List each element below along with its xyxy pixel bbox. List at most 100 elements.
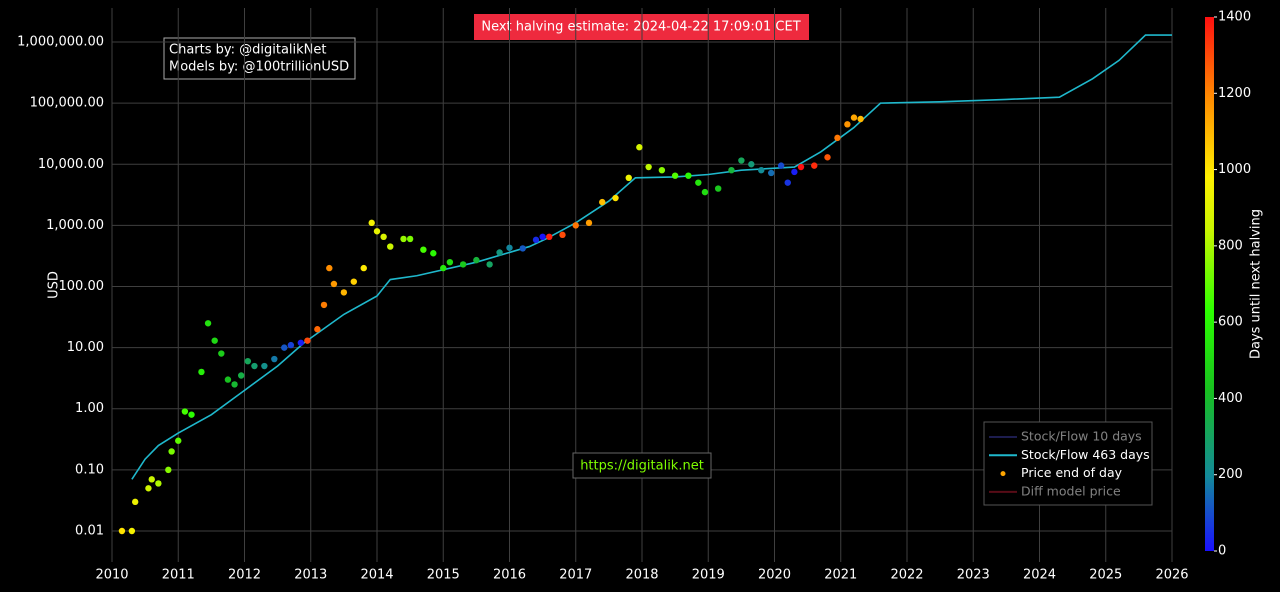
price-point [658,166,666,174]
price-point [350,278,358,285]
price-point [261,362,268,370]
price-point [572,222,579,229]
y-tick-label: 10.00 [67,340,104,355]
price-point [155,480,162,487]
price-point [224,376,232,383]
price-point [148,476,155,483]
price-point [850,114,858,121]
price-point [400,235,407,243]
price-point [824,154,831,161]
x-tick-label: 2010 [95,568,128,583]
x-tick-label: 2019 [692,568,725,583]
price-point [237,372,245,379]
price-point [175,437,182,444]
price-point [387,243,394,250]
price-point [585,219,593,227]
price-point [532,236,540,244]
price-point [198,368,205,376]
price-point [797,163,805,171]
price-point [767,169,775,177]
price-point [360,264,367,272]
legend-item[interactable]: Diff model price [989,483,1121,498]
price-point [314,326,321,333]
price-point [811,162,818,169]
price-point [599,198,606,206]
price-point [645,163,652,171]
y-tick-label: 0.10 [75,462,104,477]
y-tick-label: 1.00 [75,401,104,416]
price-point [519,245,526,252]
price-point [297,339,305,346]
x-tick-label: 2012 [228,568,261,583]
x-tick-label: 2022 [890,568,923,583]
price-point [844,121,851,128]
x-tick-label: 2018 [625,568,658,583]
price-point [473,256,480,264]
price-point [251,362,258,370]
price-point [791,168,798,176]
price-point [440,264,447,272]
x-tick-label: 2026 [1155,568,1188,583]
model-line [131,34,1172,480]
y-tick-label: 1,000.00 [46,218,104,233]
price-point [777,162,785,169]
x-tick-label: 2021 [824,568,857,583]
price-point [685,172,692,179]
price-point [758,166,765,174]
colorbar-tick-label: 800 [1218,238,1243,253]
price-point [330,280,338,288]
grid [111,8,1173,562]
y-tick-label: 0.01 [75,523,104,538]
y-tick-label: 1,000,000.00 [17,35,104,50]
price-point [625,174,632,182]
price-point [211,337,218,344]
legend-label: Stock/Flow 463 days [1021,447,1150,462]
price-point [271,355,278,363]
credit-line: Models by: @100trillionUSD [169,60,349,75]
price-point [748,161,755,168]
price-point [496,249,503,256]
price-point [218,350,225,357]
legend-item[interactable]: Stock/Flow 10 days [989,429,1142,444]
price-point [340,289,348,296]
price-point [188,411,195,418]
y-tick-label: 100.00 [59,279,105,294]
price-point [695,179,702,186]
price-point [320,301,328,309]
x-tick-label: 2024 [1023,568,1056,583]
price-point [671,172,679,179]
price-point [326,264,333,272]
price-point [420,246,427,253]
price-point [559,231,566,239]
price-point [446,258,454,266]
price-point [181,408,189,415]
y-axis-title: USD [47,271,62,299]
colorbar-tick-label: 400 [1218,391,1243,406]
legend-swatch [1000,471,1006,477]
legend-item[interactable]: Price end of day [1000,465,1123,480]
price-point [118,527,126,535]
colorbar-tick-label: 1000 [1218,162,1251,177]
price-point [145,485,152,492]
price-point [406,235,414,243]
price-point [430,250,437,257]
watermark-box [572,452,712,479]
price-point [546,233,553,241]
price-point [714,185,722,192]
price-point [701,188,709,196]
legend-item[interactable]: Stock/Flow 463 days [989,447,1150,462]
x-tick-label: 2025 [1089,568,1122,583]
price-point [728,166,735,174]
y-tick-label: 100,000.00 [30,96,104,111]
price-point [165,466,172,474]
price-point [231,381,238,388]
colorbar-title: Days until next halving [1249,209,1264,359]
price-point [486,261,493,268]
x-tick-label: 2016 [493,568,526,583]
y-tick-label: 10,000.00 [38,157,104,172]
price-point [131,498,139,506]
price-point [857,115,864,123]
price-point [612,194,619,202]
watermark: https://digitalik.net [580,459,704,474]
price-point [834,134,841,142]
